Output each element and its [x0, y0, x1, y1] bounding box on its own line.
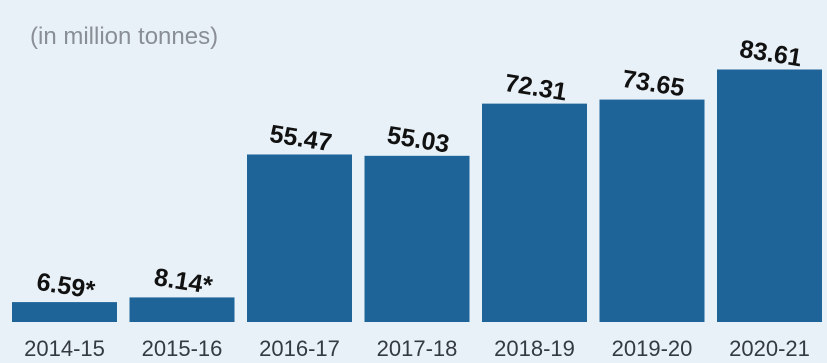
- bars-group: [12, 69, 822, 323]
- bar-2014-15: [12, 302, 117, 322]
- x-tick-2018-19: 2018-19: [494, 336, 575, 361]
- x-tick-2017-18: 2017-18: [377, 336, 458, 361]
- bar-2018-19: [482, 103, 587, 322]
- bar-2019-20: [599, 99, 705, 323]
- bar-2017-18: [364, 155, 470, 322]
- x-tick-2016-17: 2016-17: [259, 336, 340, 361]
- value-label-2020-21: 83.61: [738, 35, 804, 72]
- bar-2015-16: [129, 297, 235, 322]
- value-label-2015-16: 8.14*: [152, 263, 214, 300]
- x-tick-labels-group: 2014-15 2015-16 2016-17 2017-18 2018-19 2019-…: [24, 336, 810, 361]
- x-tick-2019-20: 2019-20: [612, 336, 693, 361]
- value-label-2018-19: 72.31: [503, 69, 569, 106]
- x-tick-2020-21: 2020-21: [729, 336, 810, 361]
- bar-2016-17: [247, 154, 352, 322]
- x-tick-2014-15: 2014-15: [24, 336, 105, 361]
- bar-2020-21: [717, 69, 822, 322]
- chart-subtitle: (in million tonnes): [30, 23, 218, 50]
- value-label-2016-17: 55.47: [268, 120, 334, 157]
- value-label-2017-18: 55.03: [385, 121, 451, 158]
- x-tick-2015-16: 2015-16: [142, 336, 223, 361]
- value-label-2019-20: 73.65: [620, 65, 686, 102]
- value-label-2014-15: 6.59*: [35, 268, 97, 305]
